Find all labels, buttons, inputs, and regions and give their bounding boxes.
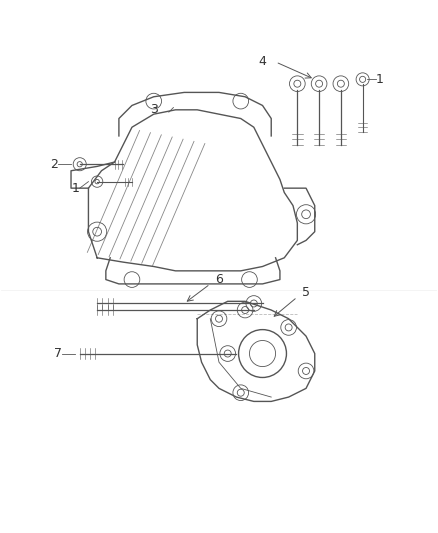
Text: 6: 6 bbox=[215, 273, 223, 286]
Text: 1: 1 bbox=[376, 73, 384, 86]
Text: 3: 3 bbox=[150, 103, 158, 116]
Text: 2: 2 bbox=[49, 158, 57, 171]
Text: 7: 7 bbox=[54, 347, 62, 360]
Text: 4: 4 bbox=[258, 55, 266, 68]
Text: 1: 1 bbox=[71, 182, 79, 195]
Text: 5: 5 bbox=[302, 286, 310, 299]
